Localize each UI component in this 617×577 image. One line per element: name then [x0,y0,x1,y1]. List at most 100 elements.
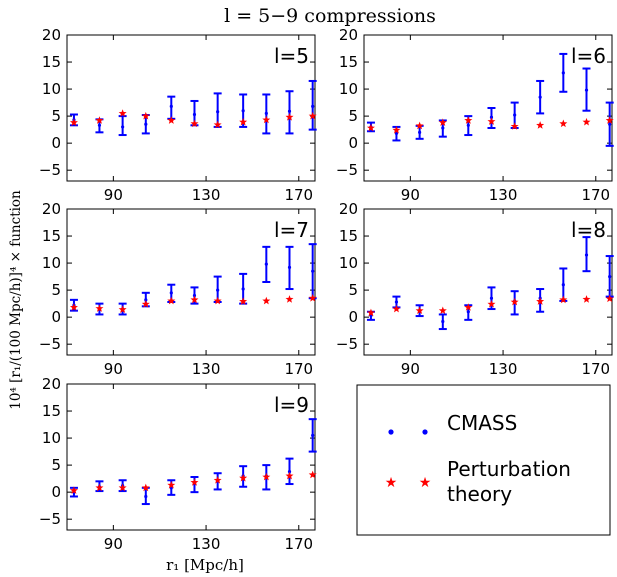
theory-point [69,303,78,311]
theory-point [605,116,614,124]
y-tick-label: −5 [39,335,61,353]
legend-pt-star: ★ [419,475,432,491]
cmass-point [584,253,589,257]
cmass-point [169,291,173,295]
panel-label: l=9 [274,393,309,417]
theory-point [536,297,545,305]
panel-label: l=7 [274,218,309,242]
cmass-point [466,310,470,314]
cmass-point [489,115,494,119]
y-tick-label: 5 [348,107,358,125]
theory-point [285,295,294,303]
x-tick-label: 170 [284,186,313,204]
chart-panel: −5 0 5 10 15 20 90 130 170 l=5 [39,26,317,204]
x-tick-label: 90 [104,186,123,204]
legend-cmass-marker [422,429,428,435]
cmass-point [264,262,268,266]
theory-point [510,297,519,306]
theory-point [213,296,222,305]
y-tick-label: 0 [51,134,61,152]
theory-point [308,294,317,302]
y-tick-label: 20 [42,200,61,218]
theory-point [536,121,545,129]
cmass-point [192,293,197,298]
theory-point [582,295,591,303]
theory-point [118,483,127,492]
theory-point [190,119,199,128]
chart-panel: −5 0 5 10 15 20 90 130 170 l=8 [336,200,614,378]
y-tick-label: 15 [42,402,61,420]
theory-point [118,109,127,117]
y-tick-label: −5 [336,335,358,353]
x-tick-label: 130 [192,186,221,204]
cmass-point [287,109,292,113]
theory-point [559,119,568,128]
x-axis-label: r₁ [Mpc/h] [166,556,244,574]
theory-point [167,480,176,489]
theory-point [582,117,591,126]
x-tick-label: 90 [401,186,420,204]
theory-point [438,306,447,315]
cmass-point [144,494,148,499]
y-tick-label: 5 [51,456,61,474]
cmass-point [608,122,612,126]
cmass-point [418,130,422,134]
y-tick-label: 10 [339,254,358,272]
panel-label: l=5 [274,44,309,68]
theory-point [141,111,150,120]
theory-point [190,295,199,304]
panel-label: l=8 [571,218,606,242]
legend-pt-label: Perturbation [447,457,571,481]
theory-point [95,483,104,492]
legend-cmass-marker [388,429,394,435]
legend-box [356,384,611,536]
cmass-point [311,433,315,437]
x-tick-label: 130 [192,535,221,553]
cmass-point [241,287,245,291]
cmass-point [121,125,125,129]
panel-label: l=6 [571,44,606,68]
cmass-point [287,265,292,269]
y-tick-label: 5 [51,281,61,299]
cmass-point [311,104,315,108]
cmass-point [561,283,565,287]
theory-point [415,121,424,130]
theory-point [366,308,375,317]
x-tick-label: 170 [581,186,610,204]
y-tick-label: 5 [348,281,358,299]
theory-point [69,118,78,126]
y-tick-label: 0 [348,308,358,326]
y-tick-label: 10 [339,80,358,98]
panels: −5 0 5 10 15 20 90 130 170 l=5 −5 0 5 10 15 20 90 130 170 l… [39,26,614,553]
panel-frame [66,383,316,531]
y-tick-label: −5 [39,510,61,528]
y-tick-label: 5 [51,107,61,125]
cmass-point [216,110,220,114]
theory-point [308,470,317,479]
y-tick-label: 0 [51,483,61,501]
x-tick-label: 130 [489,186,518,204]
cmass-point [584,88,589,92]
legend: CMASS ★ ★ Perturbation theory [356,384,611,536]
cmass-point [538,95,542,99]
cmass-point [513,113,517,117]
theory-point [392,304,401,313]
theory-point [118,305,127,313]
theory-point [464,116,473,124]
theory-point [262,296,271,305]
legend-pt-label-line2: theory [447,482,512,506]
theory-point [438,118,447,126]
theory-point [308,111,317,120]
cmass-point [466,123,470,127]
x-tick-label: 170 [284,535,313,553]
y-tick-label: 15 [339,53,358,71]
theory-point [213,476,222,484]
theory-point [167,116,176,124]
theory-point [141,483,150,492]
theory-point [95,116,104,124]
x-tick-label: 90 [104,360,123,378]
y-tick-label: 0 [51,308,61,326]
panel-frame [66,34,316,182]
cmass-point [561,71,565,75]
